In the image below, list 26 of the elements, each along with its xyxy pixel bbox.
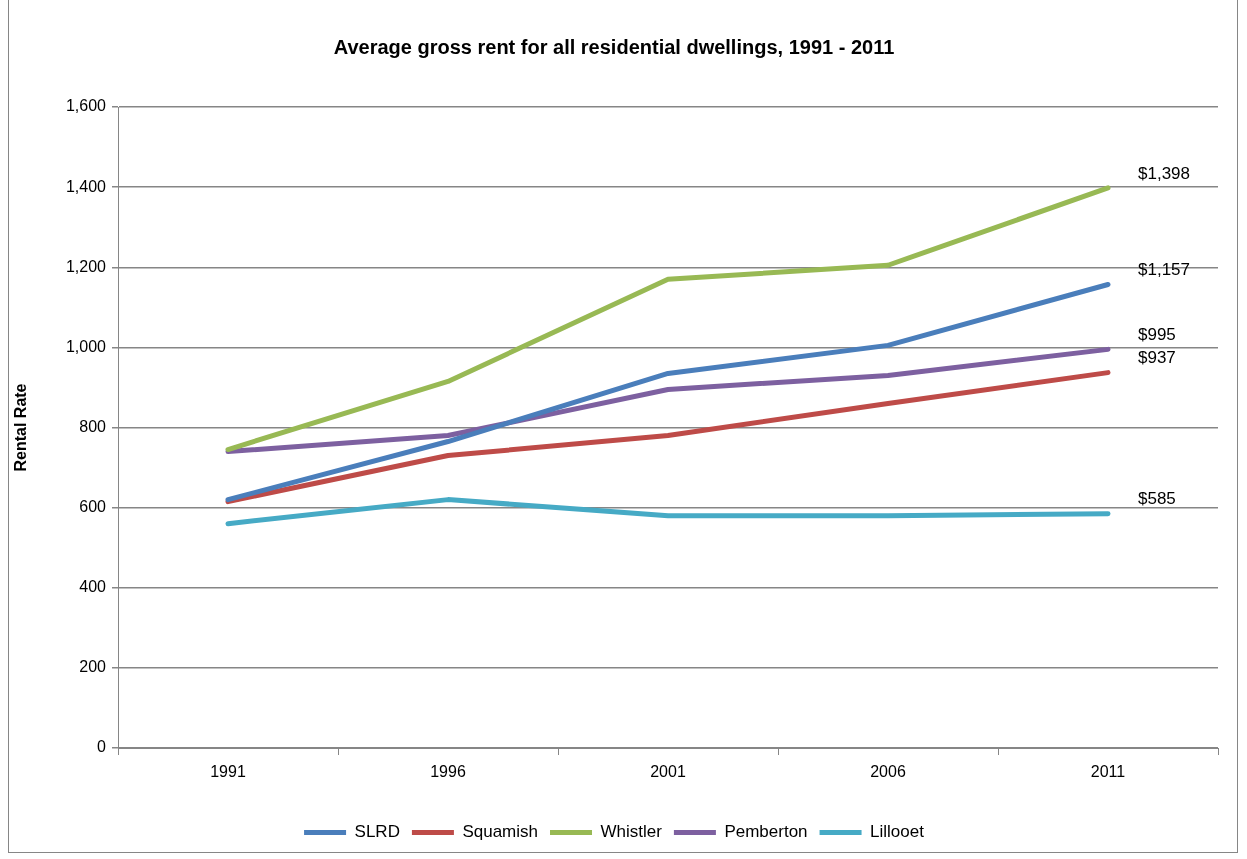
chart-title: Average gross rent for all residential dwellings, 1991 - 2011 <box>333 35 895 58</box>
y-tick-label: 1,200 <box>65 257 107 275</box>
y-tick-label: 1,400 <box>65 177 107 195</box>
legend-label: Whistler <box>600 822 663 842</box>
x-tick-label: 2001 <box>650 763 686 781</box>
x-tick-label: 2006 <box>870 763 906 781</box>
legend-label: SLRD <box>354 822 400 842</box>
legend-label: Pemberton <box>724 822 808 842</box>
y-tick-label: 800 <box>79 417 107 435</box>
data-label: $995 <box>1138 325 1176 345</box>
x-tick-label: 1991 <box>210 763 246 781</box>
data-label: $937 <box>1138 348 1176 368</box>
x-tick-label: 2011 <box>1090 763 1126 781</box>
y-tick-label: 400 <box>79 578 107 596</box>
data-label: $1,157 <box>1138 260 1190 280</box>
y-tick-label: 1,000 <box>65 337 107 355</box>
data-label: $1,398 <box>1138 163 1190 183</box>
y-tick-label: 1,600 <box>65 97 107 115</box>
y-tick-label: 200 <box>79 658 107 676</box>
x-tick-label: 1996 <box>430 763 466 781</box>
legend-label: Squamish <box>462 822 539 842</box>
data-label: $585 <box>1138 489 1176 509</box>
y-tick-label: 0 <box>97 738 107 756</box>
y-axis-title: Rental Rate <box>12 383 30 472</box>
legend-label: Lillooet <box>870 822 925 842</box>
y-tick-label: 600 <box>79 498 107 516</box>
